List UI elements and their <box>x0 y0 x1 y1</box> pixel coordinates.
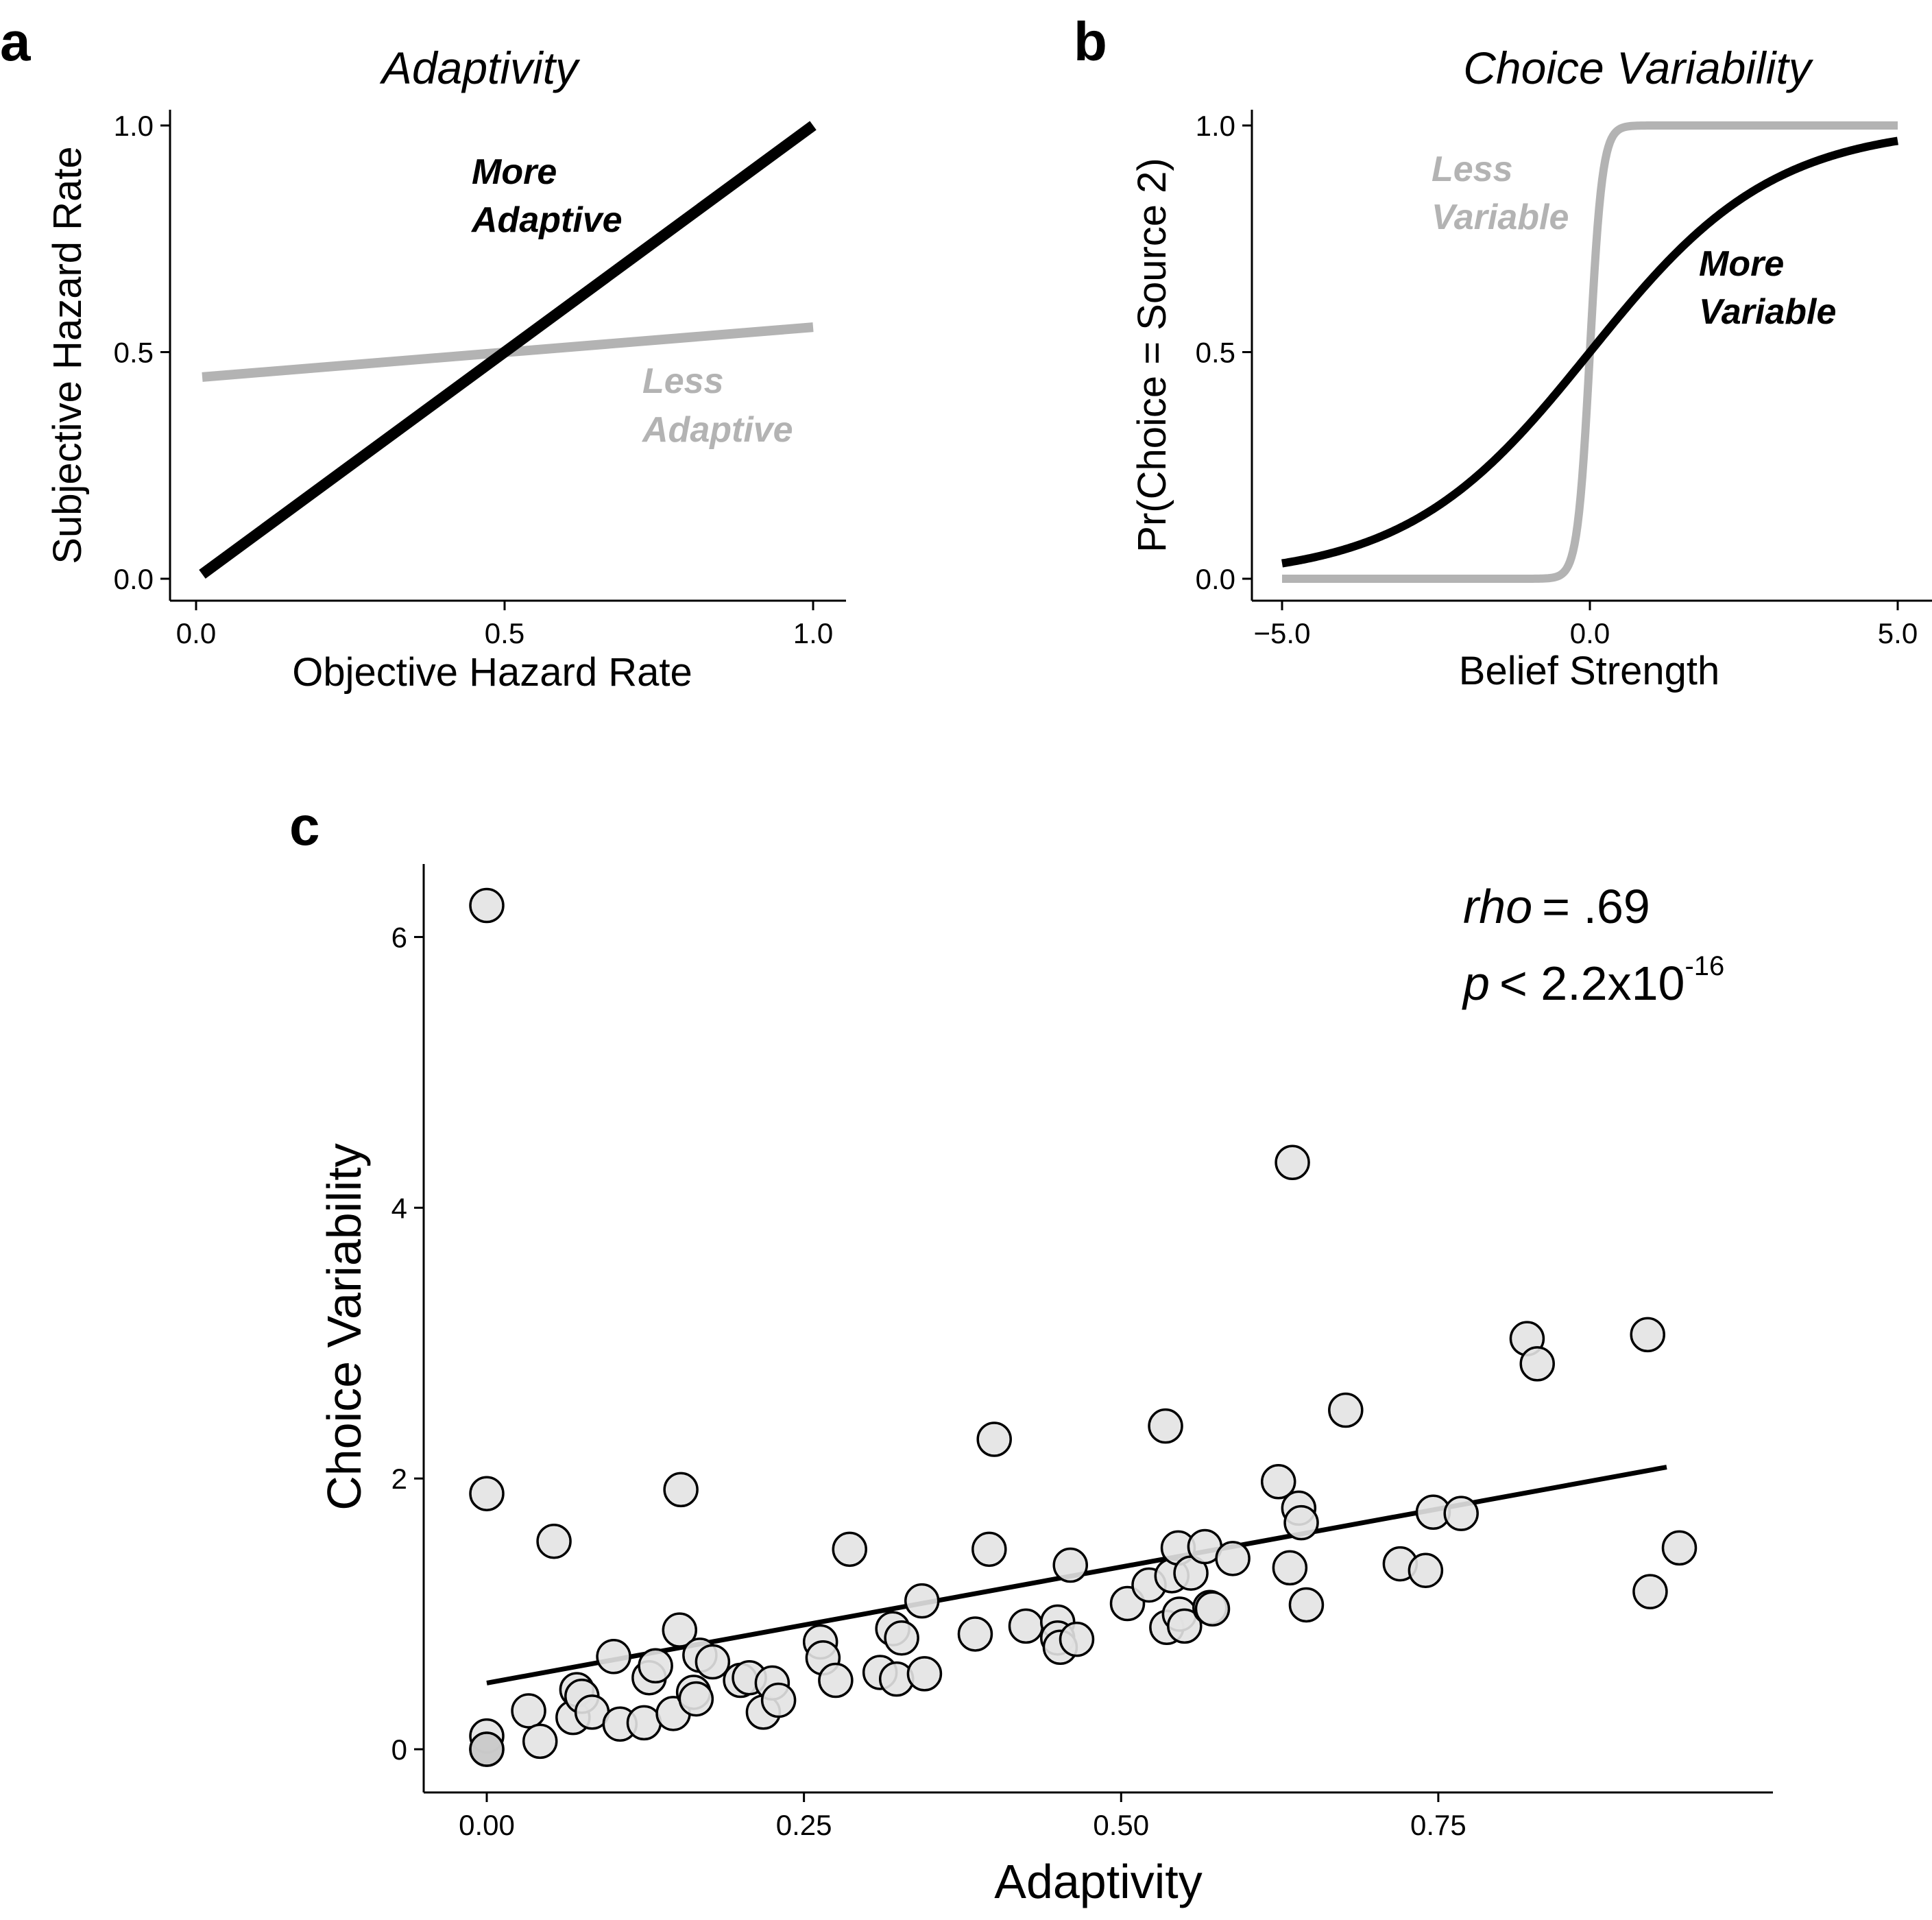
panel-b-series <box>1281 121 1898 583</box>
annotation-less-variable-line1: Less <box>1432 149 1513 189</box>
panel-letter-a: a <box>0 11 31 72</box>
panel-a-y-title: Subjective Hazard Rate <box>45 146 90 564</box>
annotation-more-variable-line2: Variable <box>1699 292 1836 332</box>
panel-a-series <box>199 121 817 579</box>
scatter-point <box>1194 1591 1231 1627</box>
scatter-point <box>1008 1608 1044 1644</box>
scatter-point <box>1630 1317 1665 1353</box>
panel-c-x-title: Adaptivity <box>994 1855 1202 1908</box>
panel-a-y-tick-label: 0.5 <box>114 337 154 369</box>
panel-b-y-title: Pr(Choice = Source 2) <box>1130 158 1174 552</box>
scatter-point <box>1408 1552 1444 1588</box>
annotation-less-adaptive-line1: Less <box>642 361 724 401</box>
scatter-point <box>536 1523 572 1559</box>
scatter-point <box>1052 1547 1088 1583</box>
scatter-point <box>971 1531 1007 1568</box>
scatter-point <box>469 887 505 924</box>
scatter-point <box>1288 1587 1325 1623</box>
scatter-point <box>678 1681 714 1717</box>
scatter-point <box>662 1612 698 1648</box>
scatter-point <box>1661 1530 1698 1566</box>
stat-rho-label: rho <box>1463 880 1532 933</box>
scatter-point <box>596 1639 631 1675</box>
panel-c-ticks: 0.00 0.25 0.50 0.75 0 2 4 6 <box>391 921 1466 1841</box>
panel-c-points <box>469 887 1698 1767</box>
panel-c-x-tick-label: 0.50 <box>1093 1809 1149 1841</box>
scatter-point <box>760 1682 797 1718</box>
scatter-point <box>638 1648 673 1684</box>
scatter-point <box>1328 1392 1364 1428</box>
panel-c-x-tick-label: 0.25 <box>776 1809 832 1841</box>
scatter-point <box>1632 1574 1668 1609</box>
panel-b-title: Choice Variability <box>1463 43 1813 93</box>
panel-b-x-tick-label: 0.0 <box>1570 617 1610 649</box>
panel-c: c 0.00 0.25 0.50 0.75 0 2 4 6 rho = .69 p < 2.2x1… <box>289 795 1773 1908</box>
stat-rho-value: = .69 <box>1542 880 1650 933</box>
panel-a-ticks: 0.0 0.5 1.0 0.0 0.5 1.0 <box>114 110 834 649</box>
stat-p-exponent: -16 <box>1685 951 1724 981</box>
scatter-point <box>511 1693 546 1729</box>
panel-c-y-tick-label: 2 <box>391 1463 407 1495</box>
scatter-point <box>469 1731 505 1767</box>
panel-b-y-tick-label: 0.0 <box>1196 563 1235 595</box>
scatter-point <box>663 1472 699 1508</box>
scatter-point <box>1272 1550 1308 1586</box>
annotation-less-variable-line2: Variable <box>1432 197 1569 237</box>
panel-b-ticks: −5.0 0.0 5.0 0.0 0.5 1.0 <box>1196 110 1918 649</box>
panel-c-y-title: Choice Variability <box>317 1143 371 1511</box>
scatter-point <box>1059 1621 1095 1657</box>
panel-a-x-tick-label: 0.5 <box>485 617 524 649</box>
annotation-more-adaptive-line2: Adaptive <box>470 200 623 240</box>
scatter-point <box>1443 1496 1479 1531</box>
scatter-point <box>1167 1608 1203 1644</box>
scatter-point <box>1283 1504 1319 1541</box>
panel-c-x-tick-label: 0.75 <box>1410 1809 1466 1841</box>
annotation-more-adaptive-line1: More <box>472 152 557 192</box>
panel-a-x-tick-label: 1.0 <box>793 617 833 649</box>
scatter-point <box>695 1644 731 1680</box>
panel-b-x-title: Belief Strength <box>1459 649 1719 693</box>
scatter-point <box>1215 1541 1251 1576</box>
panel-b-x-tick-label: 5.0 <box>1878 617 1918 649</box>
panel-a-x-title: Objective Hazard Rate <box>292 650 692 695</box>
stat-rho: rho = .69 <box>1463 880 1650 933</box>
series-curve-more-variable <box>1281 136 1898 568</box>
panel-b: b Choice Variability −5.0 0.0 5.0 0.0 0.5 1.0… <box>1074 11 1932 693</box>
scatter-point <box>884 1620 919 1656</box>
panel-c-y-tick-label: 6 <box>391 921 407 953</box>
scatter-point <box>906 1656 943 1692</box>
annotation-less-adaptive-line2: Adaptive <box>641 410 793 450</box>
scatter-point <box>904 1583 940 1619</box>
scatter-point <box>976 1421 1012 1457</box>
scatter-point <box>1148 1408 1183 1444</box>
panel-b-y-tick-label: 1.0 <box>1196 110 1235 142</box>
panel-c-x-tick-label: 0.00 <box>459 1809 515 1841</box>
panel-b-y-tick-label: 0.5 <box>1196 337 1235 369</box>
panel-c-y-tick-label: 0 <box>391 1733 407 1766</box>
stat-p: p < 2.2x10-16 <box>1462 951 1724 1010</box>
scatter-point <box>1275 1144 1310 1181</box>
scatter-point <box>957 1616 993 1652</box>
panel-b-x-tick-label: −5.0 <box>1254 617 1311 649</box>
stat-p-value: < 2.2x10 <box>1499 957 1685 1010</box>
panel-a-x-tick-label: 0.0 <box>176 617 216 649</box>
scatter-point <box>522 1723 558 1760</box>
scatter-point <box>1260 1464 1296 1500</box>
panel-a: a Adaptivity 0.0 0.5 1.0 0.0 0.5 1.0 More Ada… <box>0 11 846 695</box>
scatter-point <box>818 1662 854 1699</box>
panel-letter-b: b <box>1074 11 1107 72</box>
panel-letter-c: c <box>289 795 320 856</box>
annotation-more-variable-line1: More <box>1699 244 1784 284</box>
panel-a-y-tick-label: 1.0 <box>114 110 154 142</box>
scatter-point <box>832 1531 868 1568</box>
panel-a-title: Adaptivity <box>379 43 581 93</box>
scatter-point <box>626 1705 662 1741</box>
panel-c-y-tick-label: 4 <box>391 1192 407 1224</box>
stat-p-label: p <box>1462 957 1490 1010</box>
scatter-point <box>469 1476 505 1511</box>
series-line-more-adaptive <box>199 121 817 579</box>
panel-a-y-tick-label: 0.0 <box>114 563 154 595</box>
scatter-point <box>1519 1346 1555 1382</box>
